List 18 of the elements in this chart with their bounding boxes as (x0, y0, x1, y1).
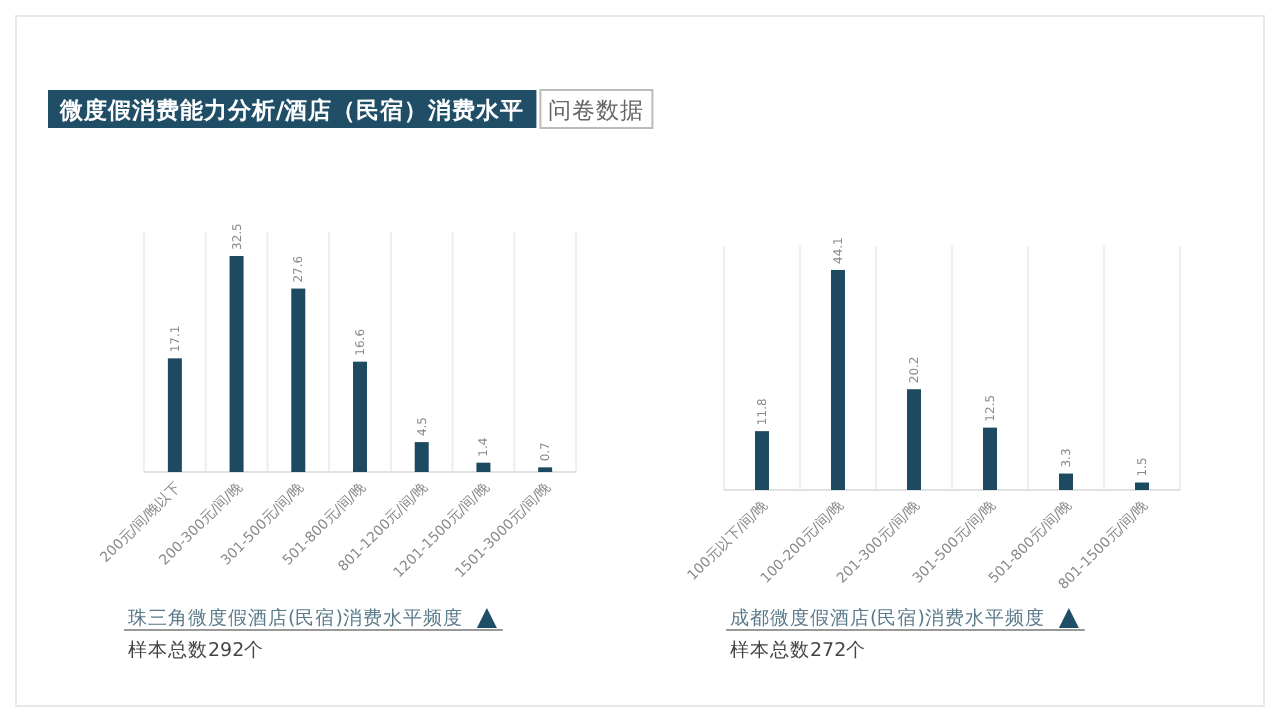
x-axis-title: 成都微度假酒店(民宿)消费水平频度 (730, 606, 1045, 630)
bar (1059, 473, 1073, 490)
bar (1135, 482, 1149, 490)
bar (229, 256, 244, 472)
bar (755, 431, 769, 490)
chart-subtitle: 问卷数据 (548, 96, 645, 124)
bar (414, 442, 429, 472)
text: 样本总数292个 (128, 638, 265, 662)
bar (983, 427, 997, 490)
bar (167, 358, 182, 472)
bar (907, 389, 921, 490)
chart-title: 微度假消费能力分析/酒店（民宿）消费水平 (58, 96, 525, 124)
bar (476, 462, 491, 472)
bar (291, 288, 306, 472)
bar (353, 361, 367, 472)
text: 样本总数272个 (730, 638, 867, 662)
x-axis-title: 珠三角微度假酒店(民宿)消费水平频度 (128, 606, 463, 630)
bar (831, 270, 845, 490)
